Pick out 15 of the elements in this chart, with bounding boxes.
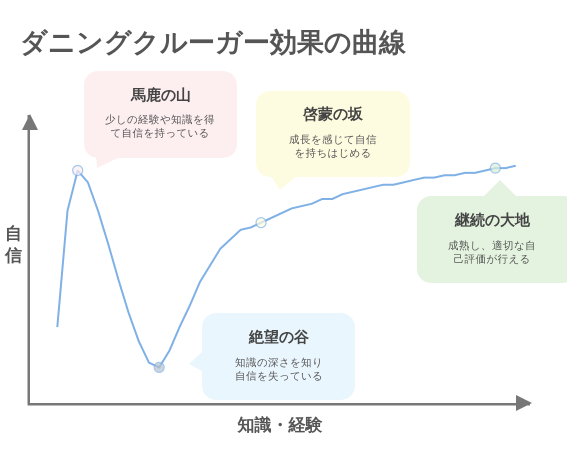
annotation: 絶望の谷	[248, 328, 310, 346]
annotation: 知識の深さを知り自信を失っている	[235, 356, 323, 383]
point	[72, 164, 84, 176]
point	[255, 217, 267, 228]
annotation: 成熟し、適切な自己評価が行える	[448, 239, 536, 266]
x-axis-title: 知識・経験	[236, 416, 324, 436]
text: 成長を感じて自信を持ちはじめる	[289, 133, 377, 160]
text: 少しの経験や知識を得て自信を持っている	[105, 113, 215, 140]
chart-title: ダニングクルーガー効果の曲線	[20, 27, 407, 58]
y-axis-title: 自信	[4, 224, 22, 266]
point	[154, 362, 165, 374]
text: 馬鹿の山	[130, 86, 191, 104]
text: 啓蒙の坂	[302, 105, 364, 123]
annotation: 継続の大地	[454, 211, 531, 229]
point	[490, 162, 501, 174]
